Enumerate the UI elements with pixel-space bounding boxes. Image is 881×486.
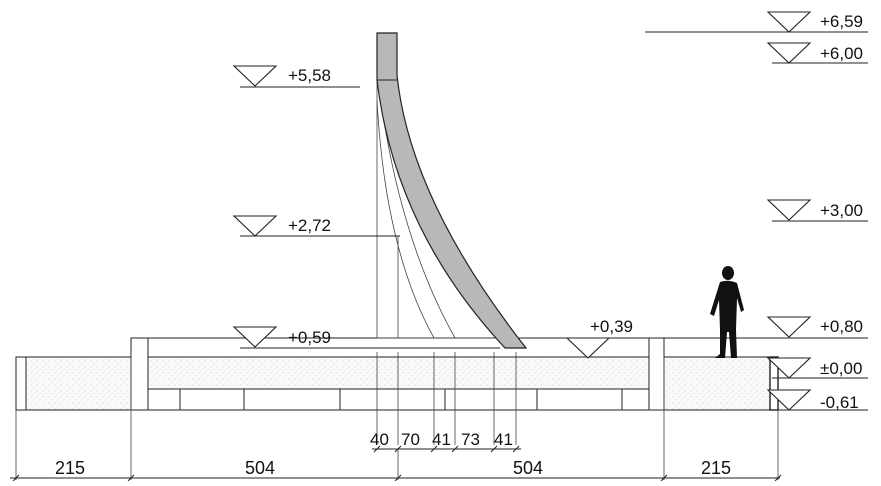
level-label-left-base: +0,59 [288, 328, 331, 347]
level-label-left-mid: +2,72 [288, 216, 331, 235]
level-marker-left-base: +0,59 [232, 326, 500, 349]
overall-dim-2: 504 [245, 458, 275, 478]
detail-dim-1: 40 [370, 430, 389, 449]
detail-dim-4: 73 [461, 430, 480, 449]
level-label-right-300: +3,00 [820, 201, 863, 220]
level-marker-plinth: +0,39 [565, 317, 633, 359]
level-marker-right-top: +6,59 [645, 11, 868, 33]
level-marker-right-061: -0,61 [766, 389, 868, 412]
overall-dim-1: 215 [55, 458, 85, 478]
detail-dimensions: 40 70 41 73 41 [370, 430, 521, 453]
level-marker-right-300: +3,00 [766, 199, 868, 222]
guide-lines [376, 80, 517, 445]
detail-dim-5: 41 [494, 430, 513, 449]
detail-dim-3: 41 [432, 430, 451, 449]
level-label-right-top: +6,59 [820, 12, 863, 31]
detail-dim-2: 70 [401, 430, 420, 449]
overall-dim-4: 215 [701, 458, 731, 478]
level-label-right-600: +6,00 [820, 44, 863, 63]
level-marker-right-080: +0,80 [664, 316, 868, 339]
level-label-left-top: +5,58 [288, 66, 331, 85]
level-label-right-000: ±0,00 [820, 359, 862, 378]
level-marker-left-mid: +2,72 [232, 215, 400, 237]
level-marker-left-top: +5,58 [232, 65, 360, 88]
level-label-right-080: +0,80 [820, 317, 863, 336]
person-silhouette-icon [710, 266, 744, 358]
level-label-right-061: -0,61 [820, 393, 859, 412]
level-marker-right-000: ±0,00 [766, 357, 868, 379]
curved-sail [376, 32, 528, 349]
overall-dimensions: 215 504 504 215 [10, 357, 782, 482]
level-label-plinth: +0,39 [590, 317, 633, 336]
overall-dim-3: 504 [513, 458, 543, 478]
level-marker-right-600: +6,00 [766, 42, 868, 64]
